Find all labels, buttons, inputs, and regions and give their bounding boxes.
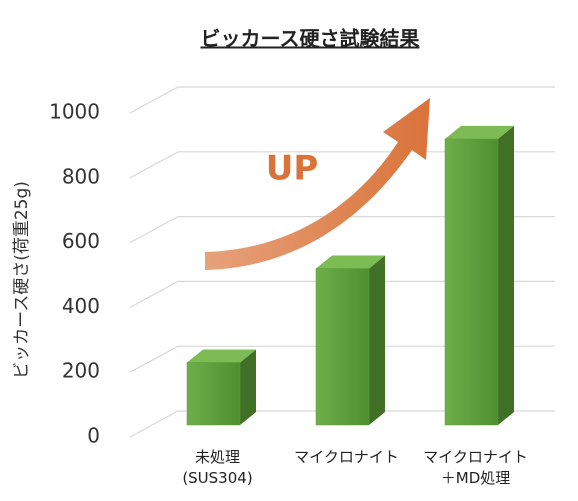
y-tick-label: 800 [62, 164, 100, 188]
y-tick-label: 400 [62, 294, 100, 318]
bar-top [187, 349, 256, 363]
bar-side [498, 125, 514, 426]
bar [315, 255, 385, 426]
grid-line [129, 216, 555, 244]
bar-side [240, 349, 256, 425]
grid-line [129, 151, 555, 179]
y-tick-label: 0 [87, 424, 100, 448]
bar [444, 125, 514, 426]
x-tick-label: マイクロナイト ＋MD処理 [423, 448, 528, 487]
y-tick-label: 1000 [49, 100, 100, 124]
grid-line [129, 410, 555, 438]
x-tick-label: マイクロナイト [294, 448, 399, 466]
grid-line [129, 345, 555, 373]
bar-top [445, 125, 514, 139]
up-arrow [205, 98, 430, 270]
bar-top [316, 255, 385, 269]
annotation: UP [266, 149, 319, 189]
bar-front [444, 138, 499, 426]
chart-title: ビッカース硬さ試験結果 [201, 27, 420, 51]
bar-side [369, 255, 385, 425]
bar-front [186, 362, 241, 426]
y-axis-label: ビッカース硬さ(荷重25g) [12, 181, 32, 379]
y-tick-label: 600 [62, 229, 100, 253]
bar-front [315, 268, 370, 426]
x-tick-label: 未処理 (SUS304) [182, 448, 253, 487]
bar [186, 349, 256, 426]
y-tick-label: 200 [62, 359, 100, 383]
grid-line [129, 86, 555, 114]
grid-line [129, 280, 555, 308]
